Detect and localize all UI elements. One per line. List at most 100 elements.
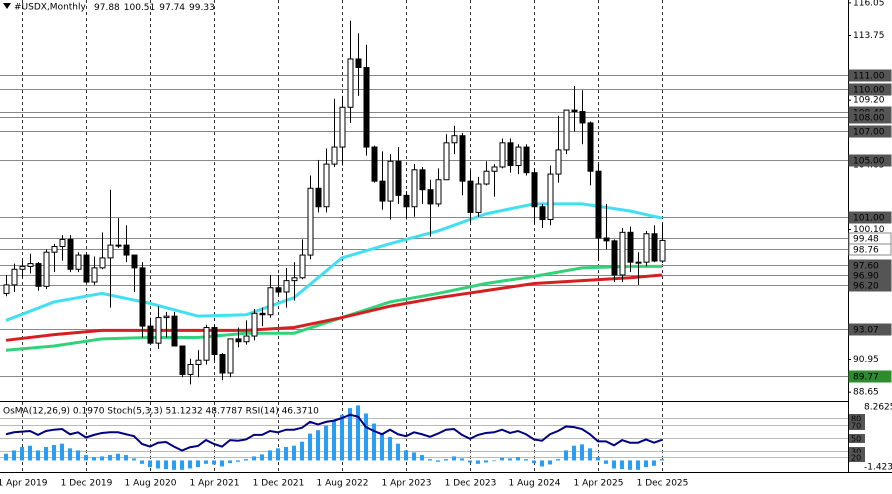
osma-bar: [108, 455, 112, 461]
candle-body: [443, 142, 450, 181]
osma-bar: [36, 450, 40, 461]
osma-bar: [380, 433, 384, 461]
x-tick-label: 1 Dec 2019: [61, 479, 113, 489]
osma-bar: [580, 444, 584, 461]
x-tick-label: 1 Apr 2023: [382, 479, 432, 489]
candle-body: [99, 257, 106, 269]
candle-body: [43, 251, 50, 287]
osma-bar: [500, 457, 504, 461]
candle-body: [75, 254, 82, 270]
ohlc-value: 97.88: [94, 3, 120, 13]
moving-average: [5, 273, 663, 342]
osma-bar: [244, 459, 248, 461]
level-box: [848, 83, 892, 96]
candle-body: [11, 268, 18, 286]
y-tick-label: 90.95: [853, 355, 879, 365]
osma-bar: [564, 450, 568, 461]
candle-body: [155, 317, 162, 344]
osma-bar: [412, 452, 416, 461]
chart-title: #USDX,Monthly: [14, 3, 87, 13]
level-box: [848, 243, 892, 256]
osma-bar: [516, 457, 520, 461]
osma-bar: [20, 447, 24, 461]
candle-body: [475, 183, 482, 213]
level-label: 93.07: [853, 326, 879, 336]
osma-bar: [268, 450, 272, 461]
osma-bar: [444, 459, 448, 461]
osma-bar: [508, 458, 512, 461]
candle-body: [427, 189, 434, 205]
ohlc-readout: 97.88 100.51 97.74 99.33: [94, 3, 215, 13]
y-tick-label: 100.10: [853, 225, 885, 235]
candle-body: [251, 312, 258, 337]
candle-body: [275, 287, 282, 293]
osma-bar: [372, 423, 376, 461]
level-label: 96.20: [853, 282, 879, 292]
x-tick-label: 1 Aug 2024: [509, 479, 561, 489]
osma-bar: [388, 436, 392, 461]
osma-bar: [356, 405, 360, 461]
candle-body: [235, 338, 242, 343]
osma-bar: [84, 455, 88, 461]
osma-bar: [300, 441, 304, 461]
osma-bar: [556, 459, 560, 461]
candle-body: [547, 173, 554, 221]
osma-bar: [620, 460, 624, 470]
osma-bar: [308, 433, 312, 461]
candle-body: [515, 146, 522, 167]
candle-body: [83, 254, 90, 283]
candle-body: [339, 106, 346, 148]
y-tick-label: 109.20: [853, 96, 885, 106]
level-label: 110.00: [853, 86, 885, 96]
candle-body: [163, 315, 170, 319]
candle-body: [139, 267, 146, 327]
moving-average: [5, 202, 663, 322]
panel-level-box: [849, 434, 865, 443]
level-label: 96.90: [853, 272, 879, 282]
osma-bar: [460, 458, 464, 461]
candle-body: [603, 237, 610, 242]
osma-bar: [436, 460, 440, 462]
osma-bar: [68, 448, 72, 461]
panel-level-label: 30: [851, 448, 861, 457]
candle-body: [267, 287, 274, 316]
candle-body: [315, 187, 322, 208]
candle-body: [555, 149, 562, 175]
osma-bar: [292, 445, 296, 461]
osma-bar: [660, 459, 664, 461]
osma-bar: [324, 425, 328, 461]
candle-body: [227, 338, 234, 374]
candle-body: [323, 163, 330, 208]
osma-bar: [188, 460, 192, 469]
osma-bar: [468, 460, 472, 463]
candle-body: [27, 263, 34, 267]
candle-body: [51, 246, 58, 253]
osma-bar: [540, 460, 544, 467]
candle-body: [187, 363, 194, 375]
osma-bar: [4, 453, 8, 461]
panel-level-box: [849, 447, 865, 456]
level-label: 99.48: [853, 235, 879, 245]
osma-bar: [52, 445, 56, 461]
osma-bar: [644, 460, 648, 468]
ohlc-value: 99.33: [189, 3, 215, 13]
osma-bar: [100, 456, 104, 461]
osma-bar: [604, 460, 608, 464]
level-label: 111.00: [853, 72, 885, 82]
candle-body: [331, 146, 338, 165]
level-box: [848, 211, 892, 224]
candle-body: [451, 135, 458, 144]
osma-bar: [524, 459, 528, 461]
x-tick-label: 1 Apr 2025: [574, 479, 624, 489]
osma-bar: [396, 443, 400, 461]
candle-body: [67, 238, 74, 270]
osma-bar: [348, 408, 352, 461]
candle-body: [59, 238, 66, 248]
osma-bar: [164, 460, 168, 470]
candle-body: [195, 359, 202, 365]
candle-body: [355, 58, 362, 68]
panel-level-box: [849, 421, 865, 430]
candle-body: [611, 240, 618, 276]
x-tick-label: 1 Dec 2021: [253, 479, 305, 489]
